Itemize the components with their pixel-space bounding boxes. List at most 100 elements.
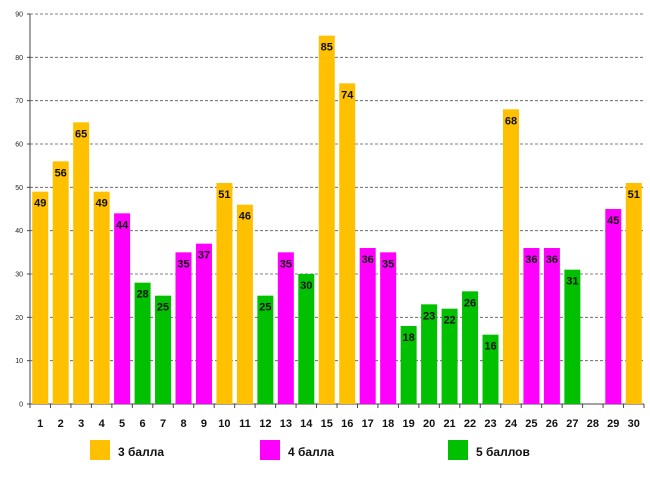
- data-label-16: 74: [341, 89, 354, 101]
- legend-swatch-1: [90, 440, 110, 460]
- data-label-2: 56: [55, 167, 67, 179]
- data-label-20: 23: [423, 310, 435, 322]
- y-tick-label-20: 20: [15, 315, 23, 322]
- data-label-15: 85: [321, 42, 333, 54]
- x-tick-label-18: 18: [382, 418, 394, 430]
- data-label-10: 51: [218, 189, 230, 201]
- data-label-14: 30: [300, 280, 312, 292]
- legend-swatch-3: [448, 440, 468, 460]
- legend-swatch-2: [260, 440, 280, 460]
- bar-1: [32, 191, 49, 404]
- bar-3: [73, 122, 90, 404]
- x-tick-label-24: 24: [505, 418, 518, 430]
- bar-30: [625, 183, 642, 404]
- x-tick-label-12: 12: [259, 418, 271, 430]
- y-tick-label-90: 90: [15, 12, 23, 19]
- y-tick-label-40: 40: [15, 228, 23, 235]
- bar-19: [400, 326, 417, 404]
- data-label-17: 36: [362, 254, 374, 266]
- y-tick-label-0: 0: [19, 402, 23, 409]
- data-label-4: 49: [96, 198, 108, 210]
- bar-22: [462, 291, 479, 404]
- legend-label-1: 3 балла: [118, 445, 164, 459]
- bar-21: [441, 308, 458, 404]
- data-label-1: 49: [34, 198, 46, 210]
- data-label-23: 16: [484, 341, 496, 353]
- x-tick-label-2: 2: [58, 418, 64, 430]
- bar-5: [114, 213, 131, 404]
- data-label-24: 68: [505, 115, 517, 127]
- bar-12: [257, 295, 274, 404]
- x-tick-label-6: 6: [140, 418, 146, 430]
- x-tick-label-14: 14: [300, 418, 313, 430]
- y-tick-label-80: 80: [15, 55, 23, 62]
- x-tick-label-26: 26: [546, 418, 558, 430]
- data-label-26: 36: [546, 254, 558, 266]
- bar-10: [216, 183, 233, 404]
- x-tick-label-17: 17: [362, 418, 374, 430]
- x-tick-label-23: 23: [484, 418, 496, 430]
- bar-16: [339, 83, 356, 404]
- x-tick-label-11: 11: [239, 418, 251, 430]
- x-tick-label-4: 4: [99, 418, 106, 430]
- x-tick-label-1: 1: [37, 418, 43, 430]
- bar-14: [298, 274, 315, 404]
- data-label-9: 37: [198, 250, 210, 262]
- bar-9: [195, 243, 212, 404]
- bar-6: [134, 282, 151, 404]
- bar-25: [523, 248, 540, 404]
- x-tick-label-7: 7: [160, 418, 166, 430]
- x-tick-label-3: 3: [78, 418, 84, 430]
- x-tick-label-9: 9: [201, 418, 207, 430]
- data-label-12: 25: [259, 302, 271, 314]
- y-tick-label-10: 10: [15, 358, 23, 365]
- data-label-3: 65: [75, 128, 87, 140]
- bar-4: [93, 191, 110, 404]
- data-label-11: 46: [239, 211, 251, 223]
- y-tick-label-60: 60: [15, 142, 23, 149]
- data-label-29: 45: [607, 215, 619, 227]
- y-tick-label-30: 30: [15, 272, 23, 279]
- bar-20: [421, 304, 438, 404]
- data-label-8: 35: [177, 258, 189, 270]
- data-label-30: 51: [628, 189, 640, 201]
- bar-23: [482, 334, 499, 404]
- x-tick-label-25: 25: [525, 418, 537, 430]
- x-tick-label-27: 27: [566, 418, 578, 430]
- x-tick-label-5: 5: [119, 418, 125, 430]
- x-tick-label-19: 19: [403, 418, 415, 430]
- x-tick-label-30: 30: [628, 418, 640, 430]
- bar-24: [502, 109, 519, 404]
- bar-29: [605, 209, 622, 404]
- data-label-7: 25: [157, 302, 169, 314]
- data-label-13: 35: [280, 258, 292, 270]
- x-tick-label-10: 10: [218, 418, 230, 430]
- x-tick-label-16: 16: [341, 418, 353, 430]
- data-label-22: 26: [464, 297, 476, 309]
- x-tick-label-21: 21: [443, 418, 455, 430]
- data-label-18: 35: [382, 258, 394, 270]
- data-label-27: 31: [566, 276, 578, 288]
- x-tick-label-29: 29: [607, 418, 619, 430]
- bar-7: [155, 295, 172, 404]
- x-tick-label-8: 8: [180, 418, 186, 430]
- x-tick-label-22: 22: [464, 418, 476, 430]
- x-tick-label-15: 15: [321, 418, 333, 430]
- data-label-5: 44: [116, 219, 129, 231]
- bar-15: [318, 35, 335, 405]
- data-label-6: 28: [136, 289, 148, 301]
- bar-26: [543, 248, 560, 404]
- y-tick-label-70: 70: [15, 98, 23, 105]
- bar-18: [380, 252, 397, 404]
- data-label-19: 18: [403, 332, 415, 344]
- bar-2: [52, 161, 69, 404]
- data-label-25: 36: [525, 254, 537, 266]
- bar-17: [359, 248, 376, 404]
- legend-label-2: 4 балла: [288, 445, 334, 459]
- x-tick-label-20: 20: [423, 418, 435, 430]
- y-tick-label-50: 50: [15, 185, 23, 192]
- data-label-21: 22: [443, 315, 455, 327]
- bar-11: [236, 204, 253, 404]
- bar-8: [175, 252, 192, 404]
